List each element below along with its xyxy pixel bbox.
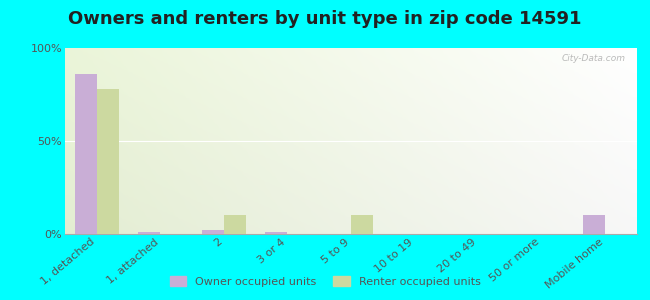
Legend: Owner occupied units, Renter occupied units: Owner occupied units, Renter occupied un… xyxy=(165,272,485,291)
Bar xyxy=(265,232,287,234)
Bar xyxy=(202,230,224,234)
Bar xyxy=(75,74,97,234)
Bar xyxy=(351,215,373,234)
Bar xyxy=(138,232,161,234)
Bar xyxy=(97,89,119,234)
Text: Owners and renters by unit type in zip code 14591: Owners and renters by unit type in zip c… xyxy=(68,11,582,28)
Bar xyxy=(224,215,246,234)
Text: City-Data.com: City-Data.com xyxy=(562,54,625,63)
Bar xyxy=(583,215,605,234)
